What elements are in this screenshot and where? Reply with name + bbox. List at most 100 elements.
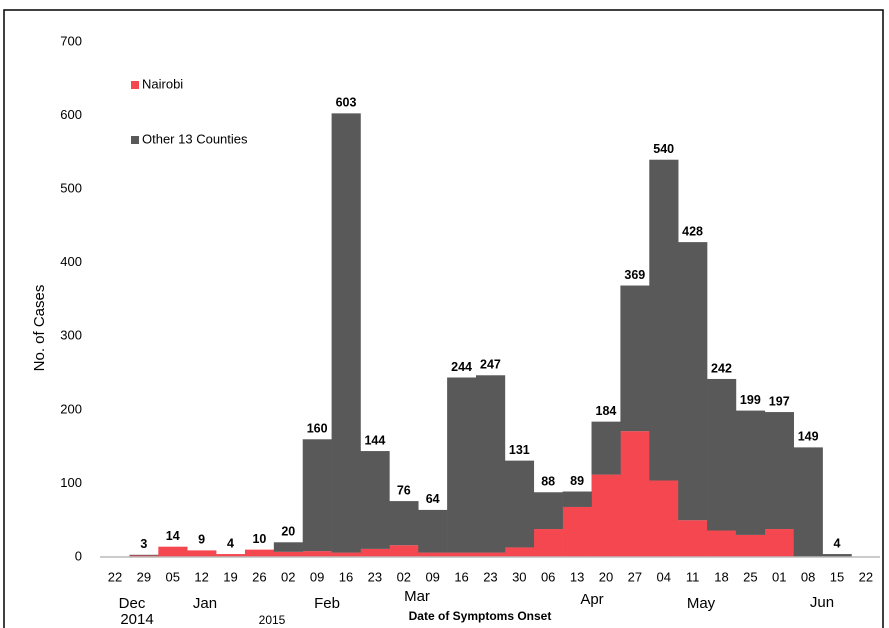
x-tick-label: 05 [166,569,180,584]
x-tick-label: 11 [686,569,700,584]
bar-segment [591,474,621,557]
x-tick-label: 02 [397,569,411,584]
bar-segment [158,546,188,557]
bar-segment [389,545,419,557]
month-label: Jan [193,595,217,612]
data-label: 88 [541,475,555,489]
y-tick-label: 0 [75,548,82,563]
y-tick-label: 300 [60,328,82,343]
bar-segment [187,550,217,557]
data-label: 428 [682,224,703,238]
bar-segment [822,554,852,557]
x-tick-label: 30 [512,569,526,584]
bar-segment [504,460,535,548]
x-tick-label: 29 [137,569,151,584]
bar-segment [331,552,361,557]
data-label: 4 [227,536,234,550]
legend-label: Other 13 Counties [142,131,248,146]
bar-segment [678,242,708,521]
y-axis-title: No. of Cases [31,285,48,372]
bar-segment [707,530,737,557]
bar-segment [533,492,563,530]
x-tick-label: 13 [570,569,584,584]
bar-segment [707,378,737,531]
bar-segment [476,552,506,557]
x-tick-label: 20 [599,569,613,584]
data-label: 369 [624,268,645,282]
bar-segment [735,410,766,535]
data-label: 244 [451,360,472,374]
legend-swatch [131,81,139,89]
x-tick-label: 06 [541,569,555,584]
data-label: 242 [711,361,732,375]
y-tick-label: 400 [60,254,82,269]
bar-segment [273,551,304,557]
bar-segment [591,421,621,475]
y-tick-label: 600 [60,107,82,122]
bar-segment [331,113,361,553]
x-tick-label: 01 [772,569,786,584]
data-label: 14 [166,529,180,543]
y-tick-label: 200 [60,401,82,416]
x-tick-label: 25 [743,569,757,584]
data-label: 131 [509,443,530,457]
data-label: 3 [140,537,147,551]
bar-segment [476,375,506,553]
frame [3,9,884,628]
bar-segment [447,552,477,557]
y-tick-label: 100 [60,475,82,490]
bar-segment [302,439,332,552]
bar-segment [447,377,477,553]
data-label: 144 [364,433,385,447]
month-label: May [687,595,716,612]
bar-segment [504,547,535,557]
bar-segment [302,551,332,557]
bar-segment [562,491,592,507]
x-tick-label: 22 [859,569,873,584]
data-label: 603 [336,96,357,110]
data-label: 160 [307,422,328,436]
x-tick-label: 16 [454,569,468,584]
data-label: 149 [798,430,819,444]
month-label: 2015 [259,613,286,627]
bar-segment [129,554,159,556]
bar-segment [764,412,794,530]
bar-segment [793,447,823,557]
x-axis-title: Date of Symptoms Onset [409,609,552,623]
data-label: 540 [653,142,674,156]
data-label: 20 [281,525,295,539]
x-tick-label: 15 [830,569,844,584]
bar-segment [562,506,592,557]
data-label: 247 [480,358,501,372]
month-label: Feb [314,595,340,612]
bar-segment [244,549,275,557]
x-tick-label: 27 [628,569,642,584]
bar-segment [533,529,563,557]
data-label: 10 [252,532,266,546]
legend-swatch [131,136,139,144]
x-tick-label: 16 [339,569,353,584]
bar-segment [418,509,448,553]
bar-segment [649,159,679,481]
data-label: 4 [834,536,841,550]
month-label: Jun [810,594,834,611]
x-tick-label: 23 [368,569,382,584]
x-tick-label: 12 [194,569,208,584]
bar-segment [764,529,794,557]
x-tick-label: 04 [656,569,670,584]
y-tick-label: 700 [60,33,82,48]
data-label: 64 [426,492,440,506]
x-tick-label: 09 [310,569,324,584]
data-label: 89 [570,474,584,488]
y-tick-label: 500 [60,181,82,196]
x-tick-label: 18 [714,569,728,584]
bar-segment [620,431,650,557]
x-tick-label: 22 [108,569,122,584]
bar-segment [273,542,304,552]
bar-segment [389,501,419,546]
month-label: 2014 [120,611,153,628]
bar-segment [649,480,679,557]
month-label: Apr [580,591,603,608]
bar-segment [360,451,390,549]
month-label: Mar [404,588,430,605]
